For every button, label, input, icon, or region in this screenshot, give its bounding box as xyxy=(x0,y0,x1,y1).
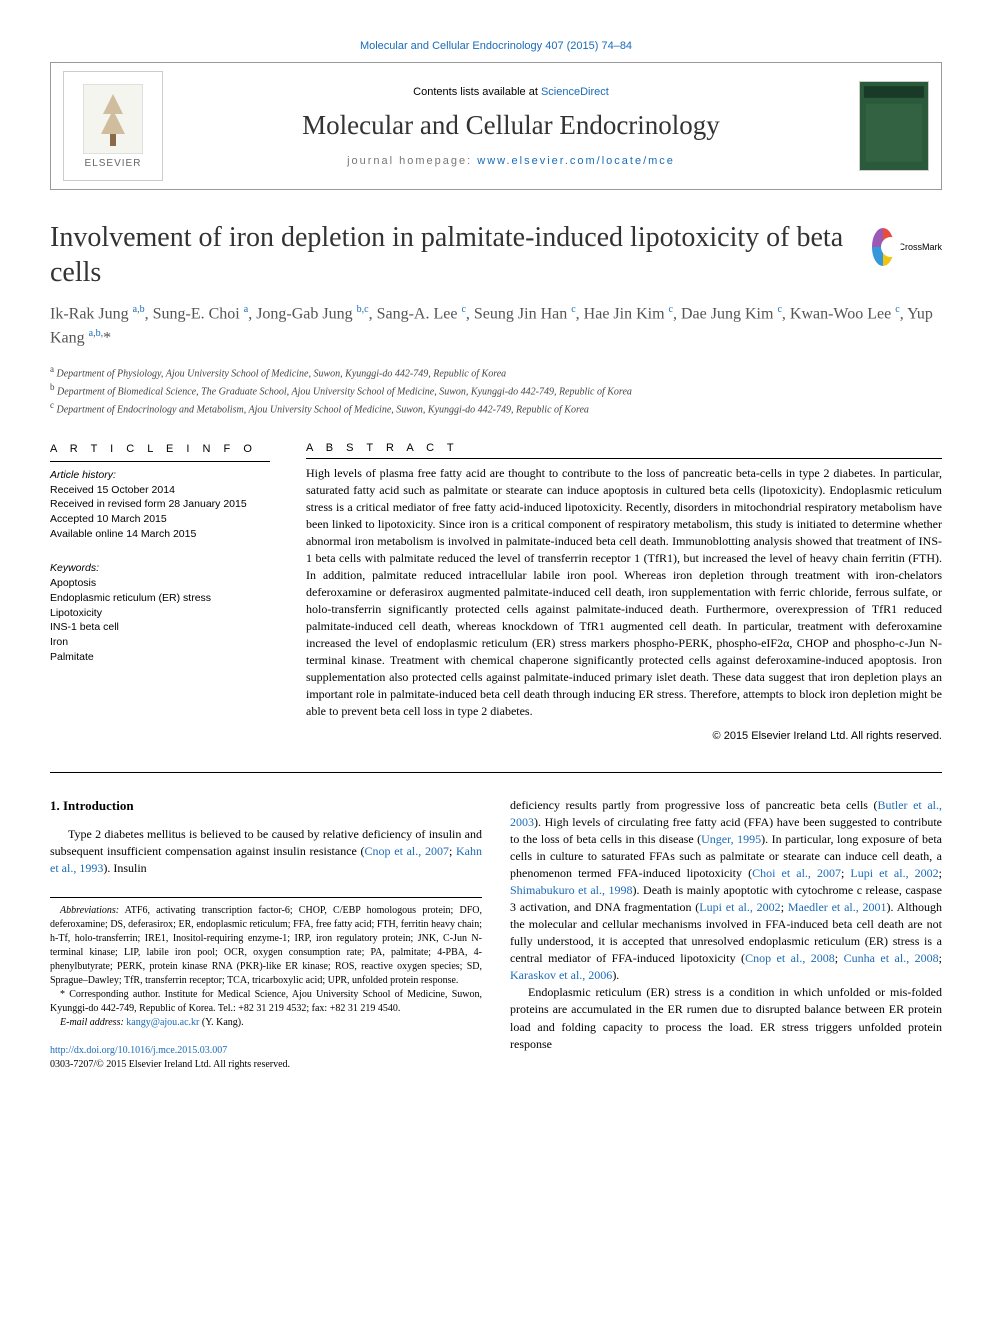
intro-para-1-left: Type 2 diabetes mellitus is believed to … xyxy=(50,826,482,877)
left-column: 1. Introduction Type 2 diabetes mellitus… xyxy=(50,797,482,1072)
ref-link[interactable]: Lupi et al., 2002 xyxy=(699,900,780,914)
ref-link[interactable]: Lupi et al., 2002 xyxy=(850,866,938,880)
author-list: Ik-Rak Jung a,b, Sung-E. Choi a, Jong-Ga… xyxy=(50,302,942,351)
journal-homepage: journal homepage: www.elsevier.com/locat… xyxy=(183,155,839,167)
keywords-block: Keywords: ApoptosisEndoplasmic reticulum… xyxy=(50,555,270,664)
journal-header: ELSEVIER Contents lists available at Sci… xyxy=(50,62,942,190)
affiliation-a: a Department of Physiology, Ajou Univers… xyxy=(50,363,942,381)
keyword-item: INS-1 beta cell xyxy=(50,620,270,635)
crossmark-icon xyxy=(872,228,894,266)
keyword-item: Iron xyxy=(50,635,270,650)
abstract-text: High levels of plasma free fatty acid ar… xyxy=(306,458,942,720)
keyword-item: Palmitate xyxy=(50,650,270,665)
crossmark-label: CrossMark xyxy=(898,242,942,252)
article-title: Involvement of iron depletion in palmita… xyxy=(50,220,852,290)
email-footnote: E-mail address: kangy@ajou.ac.kr (Y. Kan… xyxy=(50,1016,482,1030)
ref-link[interactable]: Choi et al., 2007 xyxy=(752,866,841,880)
article-info-heading: A R T I C L E I N F O xyxy=(50,442,270,457)
intro-para-2: Endoplasmic reticulum (ER) stress is a c… xyxy=(510,984,942,1052)
online-date: Available online 14 March 2015 xyxy=(50,527,270,542)
ref-link[interactable]: Cnop et al., 2007 xyxy=(365,844,449,858)
footnotes: Abbreviations: ATF6, activating transcri… xyxy=(50,897,482,1030)
keywords-label: Keywords: xyxy=(50,561,270,576)
sciencedirect-link[interactable]: ScienceDirect xyxy=(541,86,609,98)
issn-copyright: 0303-7207/© 2015 Elsevier Ireland Ltd. A… xyxy=(50,1059,290,1070)
affiliation-b: b Department of Biomedical Science, The … xyxy=(50,381,942,399)
homepage-prefix: journal homepage: xyxy=(347,155,477,167)
elsevier-tree-icon xyxy=(83,84,143,154)
publisher-logo: ELSEVIER xyxy=(63,71,163,181)
right-column: deficiency results partly from progressi… xyxy=(510,797,942,1072)
article-info-sidebar: A R T I C L E I N F O Article history: R… xyxy=(50,442,270,742)
contents-line: Contents lists available at ScienceDirec… xyxy=(183,86,839,98)
revised-date: Received in revised form 28 January 2015 xyxy=(50,497,270,512)
keyword-item: Lipotoxicity xyxy=(50,606,270,621)
doi-block: http://dx.doi.org/10.1016/j.mce.2015.03.… xyxy=(50,1044,482,1072)
crossmark-badge[interactable]: CrossMark xyxy=(872,224,942,270)
corresponding-author-footnote: * Corresponding author. Institute for Me… xyxy=(50,988,482,1016)
history-label: Article history: xyxy=(50,468,270,483)
ref-link[interactable]: Cunha et al., 2008 xyxy=(844,951,939,965)
homepage-link[interactable]: www.elsevier.com/locate/mce xyxy=(477,155,675,167)
intro-heading: 1. Introduction xyxy=(50,797,482,815)
contents-prefix: Contents lists available at xyxy=(413,86,541,98)
intro-para-1-right: deficiency results partly from progressi… xyxy=(510,797,942,984)
abstract-column: A B S T R A C T High levels of plasma fr… xyxy=(306,442,942,742)
abstract-copyright: © 2015 Elsevier Ireland Ltd. All rights … xyxy=(306,730,942,742)
ref-link[interactable]: Shimabukuro et al., 1998 xyxy=(510,883,633,897)
keyword-item: Apoptosis xyxy=(50,576,270,591)
header-center: Contents lists available at ScienceDirec… xyxy=(163,86,859,167)
affiliations: a Department of Physiology, Ajou Univers… xyxy=(50,363,942,418)
section-divider xyxy=(50,772,942,773)
journal-cover-thumb xyxy=(859,81,929,171)
article-history-block: Article history: Received 15 October 201… xyxy=(50,461,270,541)
abstract-heading: A B S T R A C T xyxy=(306,442,942,454)
keyword-item: Endoplasmic reticulum (ER) stress xyxy=(50,591,270,606)
publisher-name: ELSEVIER xyxy=(85,158,142,169)
received-date: Received 15 October 2014 xyxy=(50,483,270,498)
accepted-date: Accepted 10 March 2015 xyxy=(50,512,270,527)
ref-link[interactable]: Maedler et al., 2001 xyxy=(788,900,887,914)
doi-link[interactable]: http://dx.doi.org/10.1016/j.mce.2015.03.… xyxy=(50,1045,227,1056)
journal-name: Molecular and Cellular Endocrinology xyxy=(183,110,839,141)
affiliation-c: c Department of Endocrinology and Metabo… xyxy=(50,399,942,417)
abbreviations-footnote: Abbreviations: ATF6, activating transcri… xyxy=(50,904,482,988)
corresponding-email-link[interactable]: kangy@ajou.ac.kr xyxy=(126,1017,199,1028)
ref-link[interactable]: Cnop et al., 2008 xyxy=(745,951,835,965)
ref-link[interactable]: Karaskov et al., 2006 xyxy=(510,968,612,982)
ref-link[interactable]: Unger, 1995 xyxy=(701,832,761,846)
cover-icon xyxy=(860,81,928,171)
journal-citation[interactable]: Molecular and Cellular Endocrinology 407… xyxy=(50,40,942,52)
